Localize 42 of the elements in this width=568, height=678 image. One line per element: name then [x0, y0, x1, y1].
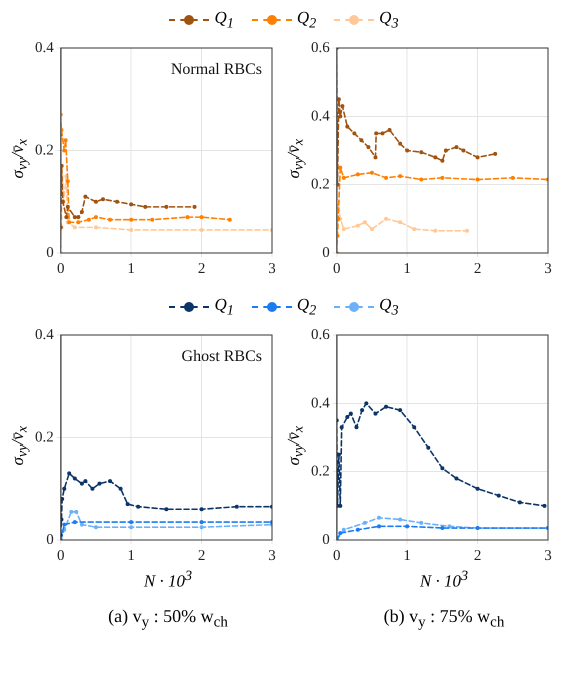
y-tick-label: 0.4: [35, 326, 54, 343]
x-tick-label: 0: [57, 548, 64, 564]
y-tick-label: 0: [46, 244, 54, 261]
x-axis-title: N · 10$^{3}$: [142, 568, 194, 592]
y-tick-label: 0: [322, 244, 330, 261]
y-tick-label: 0.2: [311, 464, 330, 480]
x-axis-title: N · 10$^{3}$: [418, 568, 470, 592]
x-tick-label: 1: [403, 260, 411, 277]
x-tick-label: 1: [127, 260, 135, 277]
legend-label: Q$_{1}$: [214, 8, 234, 32]
x-tick-label: 2: [198, 548, 206, 564]
y-tick-label: 0.2: [35, 429, 54, 446]
x-tick-label: 2: [474, 260, 482, 277]
y-tick-label: 0: [46, 532, 54, 548]
legend-label: Q$_{2}$: [296, 295, 316, 320]
y-tick-label: 0.2: [311, 176, 330, 193]
x-tick-label: 1: [127, 548, 135, 564]
legend-label: Q$_{3}$: [379, 8, 399, 32]
x-tick-label: 0: [333, 548, 340, 564]
x-tick-label: 2: [474, 548, 482, 564]
x-tick-label: 3: [544, 548, 552, 564]
legend-label: Q$_{1}$: [214, 295, 234, 320]
y-tick-label: 0.6: [311, 326, 330, 343]
x-tick-label: 1: [403, 548, 411, 564]
y-tick-label: 0.4: [311, 395, 330, 412]
x-tick-label: 3: [268, 260, 276, 277]
y-tick-label: 0.6: [311, 40, 330, 56]
annotation: Normal RBCs: [170, 61, 262, 78]
annotation: Ghost RBCs: [182, 348, 262, 366]
y-tick-label: 0.4: [311, 108, 330, 124]
x-tick-label: 0: [333, 260, 340, 277]
x-tick-label: 2: [198, 260, 206, 277]
y-tick-label: 0.4: [35, 40, 54, 56]
legend-label: Q$_{2}$: [296, 8, 316, 32]
text: (a) v$_{y}$ : 50% w$_{ch}$: [107, 606, 229, 632]
x-tick-label: 0: [57, 260, 64, 277]
text: (b) v$_{y}$ : 75% w$_{ch}$: [382, 606, 506, 632]
legend-label: Q$_{3}$: [379, 295, 399, 320]
y-tick-label: 0: [322, 532, 330, 548]
x-tick-label: 3: [544, 260, 552, 277]
y-tick-label: 0.2: [35, 142, 54, 158]
x-tick-label: 3: [268, 548, 276, 564]
